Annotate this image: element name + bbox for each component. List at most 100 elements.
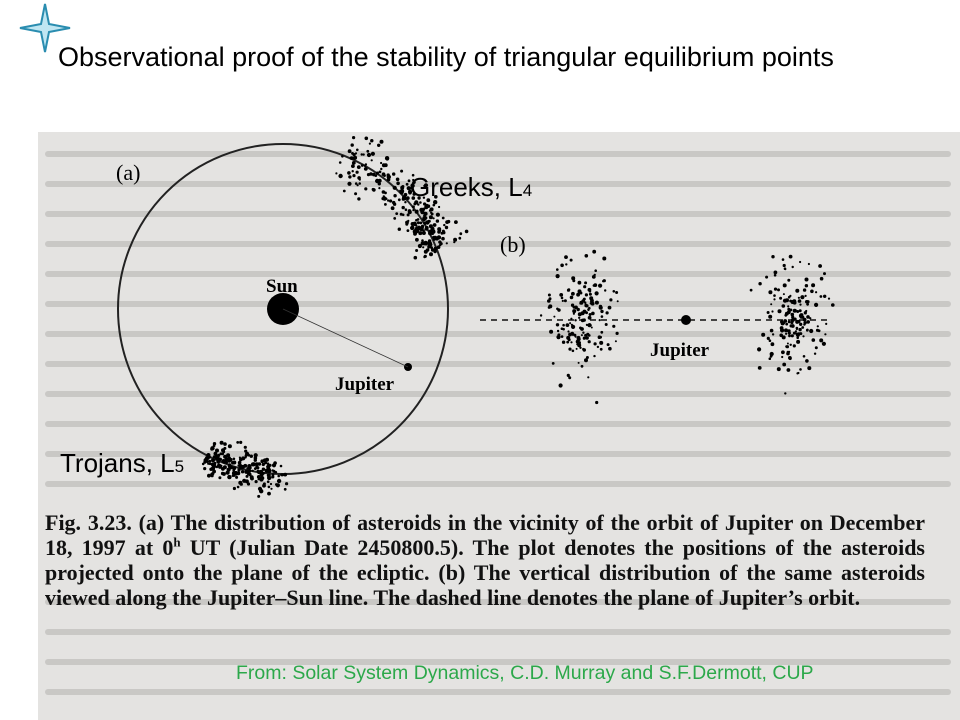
panel-b-right-cloud (749, 254, 835, 395)
asteroid-dot (249, 454, 253, 458)
asteroid-dot (353, 155, 358, 160)
asteroid-dot (219, 464, 223, 468)
greeks-l4-label: Greeks, L4 (410, 172, 532, 203)
asteroid-dot (422, 246, 425, 249)
asteroid-dot (577, 341, 582, 345)
asteroid-dot (785, 298, 789, 303)
asteroid-dot (768, 339, 772, 342)
asteroid-dot (426, 221, 429, 224)
asteroid-dot (805, 309, 808, 313)
asteroid-dot (823, 294, 827, 298)
asteroid-dot (419, 201, 422, 204)
asteroid-dot (570, 317, 573, 320)
asteroid-dot (395, 177, 400, 182)
asteroid-dot (370, 139, 374, 143)
trojans-label-sub: 5 (174, 457, 185, 476)
asteroid-dot (547, 306, 551, 309)
asteroid-dot (781, 335, 786, 340)
asteroid-dot (781, 258, 785, 261)
asteroid-dot (599, 340, 604, 345)
asteroid-dot (582, 336, 586, 340)
asteroid-dot (600, 315, 604, 318)
asteroid-dot (253, 453, 258, 458)
asteroid-dot (224, 459, 228, 463)
asteroid-dot (267, 468, 272, 474)
asteroid-dot (423, 202, 427, 206)
asteroid-dot (574, 319, 577, 322)
asteroid-dot (439, 242, 443, 246)
asteroid-dot (569, 295, 574, 300)
asteroid-dot (805, 359, 809, 363)
asteroid-dot (232, 457, 236, 461)
asteroid-dot (441, 229, 445, 233)
asteroid-dot (799, 260, 802, 264)
asteroid-dot (389, 199, 393, 203)
asteroid-dot (773, 294, 776, 297)
asteroid-dot (777, 309, 782, 314)
asteroid-dot (262, 483, 266, 488)
asteroid-dot (780, 328, 785, 333)
asteroid-dot (592, 284, 596, 287)
asteroid-dot (587, 323, 592, 328)
slide-title: Observational proof of the stability of … (58, 42, 834, 72)
asteroid-dot (796, 310, 800, 313)
asteroid-dot (781, 350, 785, 355)
asteroid-dot (223, 442, 227, 446)
asteroid-dot (285, 482, 289, 486)
asteroid-dot (215, 448, 219, 453)
asteroid-dot (594, 291, 599, 296)
asteroid-dot (203, 458, 208, 462)
asteroid-dot (256, 466, 260, 470)
asteroid-dot (823, 272, 826, 276)
asteroid-dot (350, 143, 354, 147)
asteroid-dot (791, 265, 794, 269)
asteroid-dot (405, 182, 409, 186)
asteroid-dot (553, 315, 556, 318)
greeks-asteroid-cloud (335, 136, 469, 260)
asteroid-dot (802, 317, 807, 322)
asteroid-dot (783, 319, 788, 323)
asteroid-dot (784, 392, 787, 395)
asteroid-dot (582, 331, 585, 334)
asteroid-dot (227, 444, 232, 449)
asteroid-dot (798, 309, 802, 313)
asteroid-dot (216, 459, 221, 464)
asteroid-dot (368, 142, 371, 145)
asteroid-dot (227, 474, 232, 480)
asteroid-dot (569, 322, 572, 325)
asteroid-dot (604, 323, 608, 326)
asteroid-dot (436, 245, 441, 249)
asteroid-dot (251, 462, 256, 467)
asteroid-dot (433, 249, 437, 254)
asteroid-dot (556, 268, 559, 271)
asteroid-dot (454, 220, 458, 224)
asteroid-dot (207, 473, 211, 478)
asteroid-dot (423, 211, 428, 216)
asteroid-dot (375, 178, 380, 184)
asteroid-dot (768, 314, 773, 319)
asteroid-dot (422, 217, 427, 222)
asteroid-dot (602, 256, 607, 261)
asteroid-dot (351, 164, 355, 168)
asteroid-dot (232, 466, 237, 471)
asteroid-dot (821, 341, 827, 346)
asteroid-dot (587, 376, 590, 379)
asteroid-dot (244, 469, 249, 474)
asteroid-dot (406, 186, 411, 191)
asteroid-dot (576, 292, 580, 297)
asteroid-dot (443, 223, 446, 227)
asteroid-dot (420, 225, 424, 230)
asteroid-dot (765, 275, 769, 279)
asteroid-dot (357, 197, 361, 201)
asteroid-dot (378, 170, 382, 174)
asteroid-dot (757, 366, 762, 370)
asteroid-dot (377, 182, 381, 186)
asteroid-dot (798, 327, 802, 332)
asteroid-dot (604, 289, 607, 292)
asteroid-dot (572, 312, 576, 315)
asteroid-dot (590, 301, 595, 306)
asteroid-dot (257, 494, 261, 498)
asteroid-dot (444, 225, 449, 230)
asteroid-dot (430, 211, 433, 214)
asteroid-dot (380, 167, 383, 171)
